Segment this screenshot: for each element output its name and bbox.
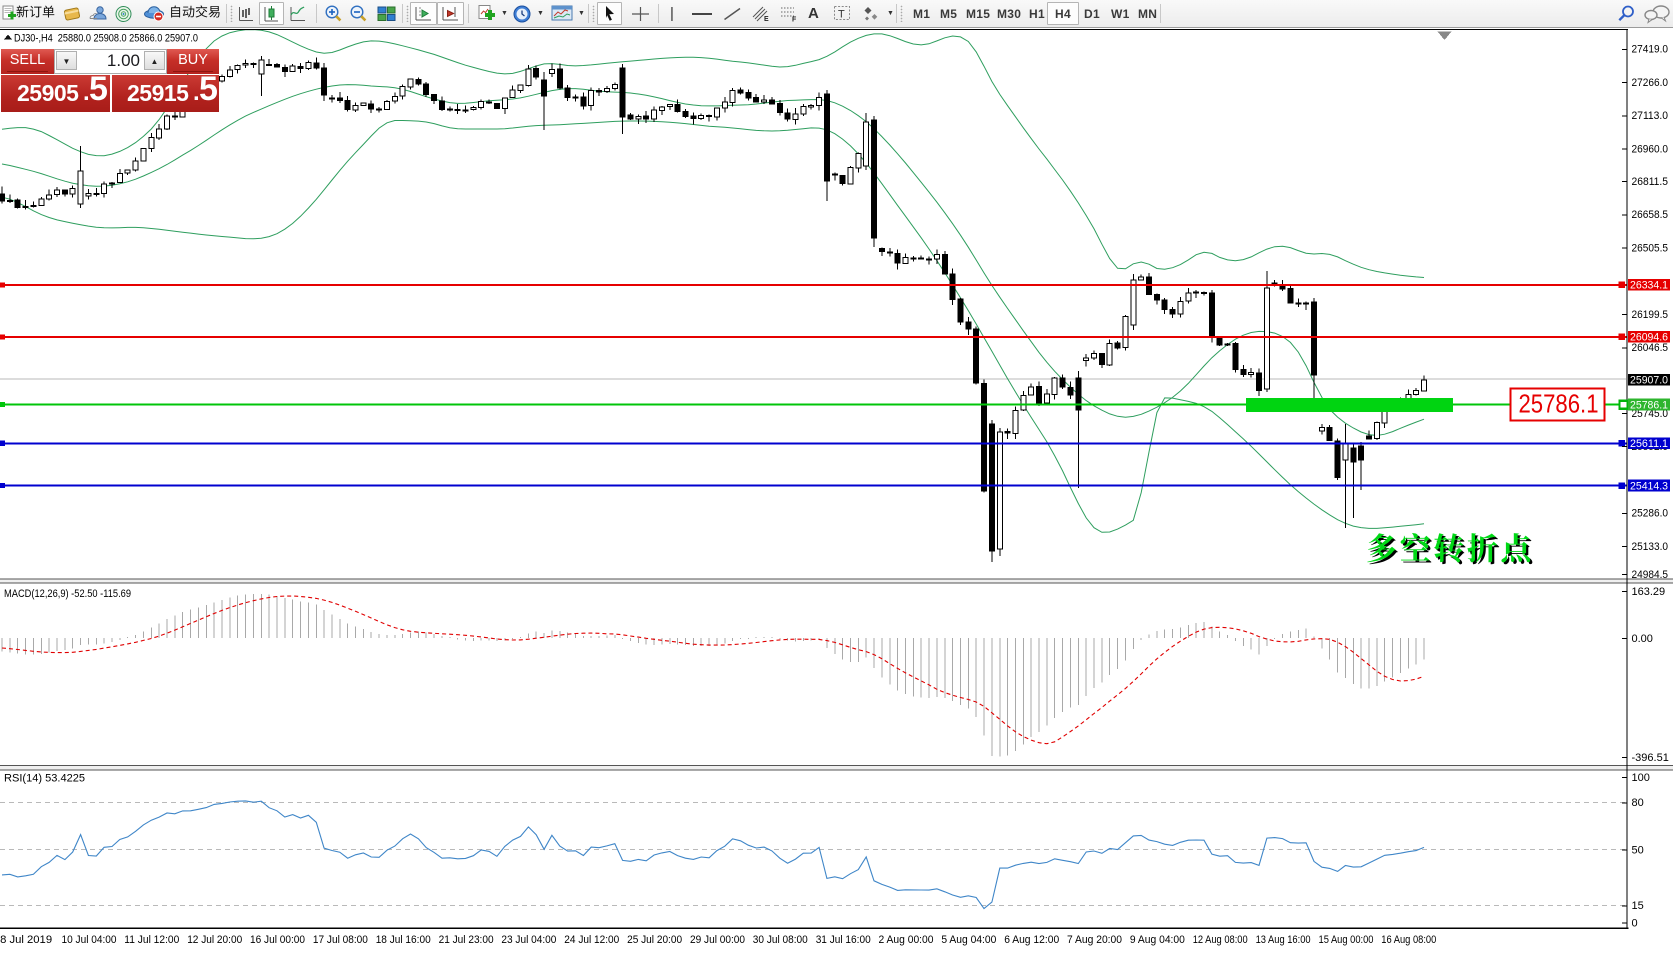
svg-text:T: T xyxy=(838,9,845,21)
svg-text:17 Jul 08:00: 17 Jul 08:00 xyxy=(313,934,368,946)
svg-text:12 Jul 20:00: 12 Jul 20:00 xyxy=(187,934,242,946)
svg-text:21 Jul 23:00: 21 Jul 23:00 xyxy=(439,934,494,946)
svg-text:7 Aug 20:00: 7 Aug 20:00 xyxy=(1067,934,1122,946)
svg-text:25 Jul 20:00: 25 Jul 20:00 xyxy=(627,934,682,946)
svg-text:9 Aug 04:00: 9 Aug 04:00 xyxy=(1130,934,1185,946)
svg-text:0.00: 0.00 xyxy=(1632,633,1653,645)
svg-text:F: F xyxy=(792,16,797,23)
svg-text:23 Jul 04:00: 23 Jul 04:00 xyxy=(501,934,556,946)
svg-text:15: 15 xyxy=(1632,900,1644,912)
svg-text:26094.6: 26094.6 xyxy=(1630,332,1668,344)
svg-text:24 Jul 12:00: 24 Jul 12:00 xyxy=(564,934,619,946)
svg-text:26199.5: 26199.5 xyxy=(1632,309,1669,321)
svg-text:12 Aug 08:00: 12 Aug 08:00 xyxy=(1193,934,1248,946)
svg-text:0: 0 xyxy=(1632,917,1638,929)
svg-text:31 Jul 16:00: 31 Jul 16:00 xyxy=(816,934,871,946)
svg-text:18 Jul 16:00: 18 Jul 16:00 xyxy=(376,934,431,946)
svg-text:10 Jul 04:00: 10 Jul 04:00 xyxy=(62,934,117,946)
svg-text:27419.0: 27419.0 xyxy=(1632,44,1669,56)
svg-text:50: 50 xyxy=(1632,844,1644,856)
svg-text:26334.1: 26334.1 xyxy=(1630,280,1668,292)
svg-text:80: 80 xyxy=(1632,797,1644,809)
svg-text:26960.0: 26960.0 xyxy=(1632,144,1669,156)
svg-text:-396.51: -396.51 xyxy=(1632,752,1669,764)
svg-text:24984.5: 24984.5 xyxy=(1632,569,1669,581)
svg-text:26505.5: 26505.5 xyxy=(1632,242,1669,254)
svg-text:16 Aug 08:00: 16 Aug 08:00 xyxy=(1381,934,1436,946)
svg-text:5 Aug 04:00: 5 Aug 04:00 xyxy=(941,934,996,946)
svg-text:27266.0: 27266.0 xyxy=(1632,77,1669,89)
svg-text:25133.0: 25133.0 xyxy=(1632,541,1669,553)
svg-text:15 Aug 00:00: 15 Aug 00:00 xyxy=(1319,934,1374,946)
svg-text:30 Jul 08:00: 30 Jul 08:00 xyxy=(753,934,808,946)
svg-text:2 Aug 00:00: 2 Aug 00:00 xyxy=(879,934,934,946)
svg-text:100: 100 xyxy=(1632,772,1650,784)
svg-text:25745.0: 25745.0 xyxy=(1632,408,1669,420)
svg-text:25286.0: 25286.0 xyxy=(1632,508,1669,520)
svg-text:26046.5: 26046.5 xyxy=(1632,342,1669,354)
svg-text:MACD(12,26,9) -52.50 -115.69: MACD(12,26,9) -52.50 -115.69 xyxy=(4,588,131,600)
svg-text:E: E xyxy=(764,16,769,23)
svg-text:8 Jul 2019: 8 Jul 2019 xyxy=(0,934,52,946)
svg-text:16 Jul 00:00: 16 Jul 00:00 xyxy=(250,934,305,946)
svg-text:13 Aug 16:00: 13 Aug 16:00 xyxy=(1256,934,1311,946)
svg-text:RSI(14) 53.4225: RSI(14) 53.4225 xyxy=(4,773,85,785)
svg-text:26658.5: 26658.5 xyxy=(1632,209,1669,221)
svg-text:26811.5: 26811.5 xyxy=(1632,176,1669,188)
svg-text:25414.3: 25414.3 xyxy=(1630,480,1668,492)
svg-text:29 Jul 00:00: 29 Jul 00:00 xyxy=(690,934,745,946)
svg-text:11 Jul 12:00: 11 Jul 12:00 xyxy=(124,934,179,946)
svg-text:25786.1: 25786.1 xyxy=(1519,389,1599,419)
svg-text:DJ30-,H4 25880.0 25908.0 2586: DJ30-,H4 25880.0 25908.0 25866.0 25907.0 xyxy=(14,33,198,45)
svg-text:25907.0: 25907.0 xyxy=(1630,374,1668,386)
svg-text:163.29: 163.29 xyxy=(1632,586,1666,598)
svg-text:27113.0: 27113.0 xyxy=(1632,110,1669,122)
svg-text:25611.1: 25611.1 xyxy=(1630,438,1668,450)
svg-text:6 Aug 12:00: 6 Aug 12:00 xyxy=(1004,934,1059,946)
svg-text:25786.1: 25786.1 xyxy=(1630,399,1668,411)
